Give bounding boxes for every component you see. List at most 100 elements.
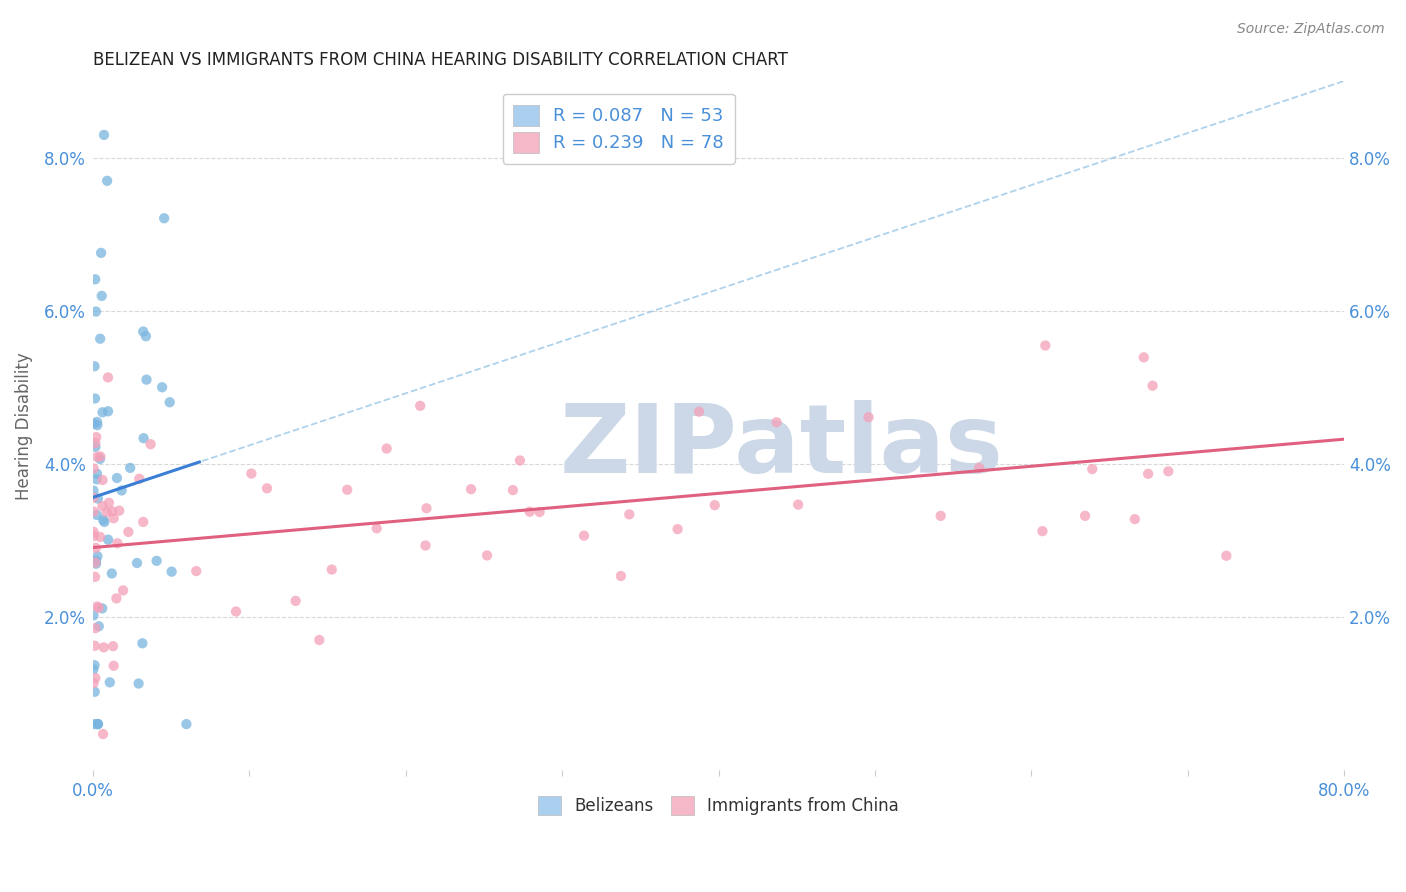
Point [159,395,181,409]
Point [1157,464,1180,478]
Point [89,450,111,464]
Point [84,557,107,571]
Point [132,431,155,445]
Point [176,717,198,731]
Point [83,717,105,731]
Point [90,289,112,303]
Point [89,332,111,346]
Point [96,174,118,188]
Point [83,676,105,690]
Point [84,392,107,406]
Text: ZIPatlas: ZIPatlas [560,400,1002,493]
Point [93,128,115,142]
Point [101,504,124,518]
Point [91,727,114,741]
Point [967,460,990,475]
Point [89,530,111,544]
Point [765,415,787,429]
Point [86,717,108,731]
Point [87,600,110,615]
Point [132,515,155,529]
Point [101,566,124,581]
Point [90,246,112,260]
Point [86,450,108,464]
Point [87,717,110,731]
Point [86,717,108,731]
Point [86,549,108,564]
Text: BELIZEAN VS IMMIGRANTS FROM CHINA HEARING DISABILITY CORRELATION CHART: BELIZEAN VS IMMIGRANTS FROM CHINA HEARIN… [93,51,787,69]
Point [83,483,105,498]
Point [1132,351,1154,365]
Point [529,505,551,519]
Point [1215,549,1237,563]
Point [82,662,104,676]
Point [1081,462,1104,476]
Point [101,639,124,653]
Point [89,451,111,466]
Point [135,329,157,343]
Point [502,483,524,497]
Point [86,472,108,486]
Point [145,554,167,568]
Point [84,621,107,635]
Point [929,508,952,523]
Point [153,211,176,226]
Point [519,505,541,519]
Point [1123,512,1146,526]
Point [186,564,208,578]
Point [83,417,105,431]
Point [460,482,482,496]
Point [120,461,142,475]
Point [86,599,108,614]
Point [1031,524,1053,538]
Point [610,569,633,583]
Point [82,608,104,623]
Point [84,554,107,568]
Point [336,483,359,497]
Point [132,325,155,339]
Text: Source: ZipAtlas.com: Source: ZipAtlas.com [1237,22,1385,37]
Point [131,636,153,650]
Point [83,505,105,519]
Point [83,685,105,699]
Point [86,508,108,522]
Point [125,556,148,570]
Point [84,430,107,444]
Point [91,405,114,419]
Point [415,501,437,516]
Point [91,601,114,615]
Point [475,549,498,563]
Point [240,467,263,481]
Point [1074,508,1097,523]
Point [84,440,107,454]
Point [139,437,162,451]
Point [84,304,107,318]
Point [83,658,105,673]
Point [103,511,125,525]
Point [83,524,105,539]
Point [91,513,114,527]
Point [97,404,120,418]
Point [93,640,115,655]
Point [409,399,432,413]
Point [83,639,105,653]
Point [366,521,388,535]
Point [86,467,108,481]
Point [160,565,183,579]
Point [308,633,330,648]
Point [225,605,247,619]
Point [1142,378,1164,392]
Point [105,591,128,606]
Point [256,481,278,495]
Point [284,594,307,608]
Point [858,410,880,425]
Point [787,498,810,512]
Point [83,359,105,374]
Point [93,515,115,529]
Point [415,539,437,553]
Point [84,541,107,555]
Point [86,418,108,433]
Point [572,528,595,542]
Point [91,499,114,513]
Point [83,529,105,543]
